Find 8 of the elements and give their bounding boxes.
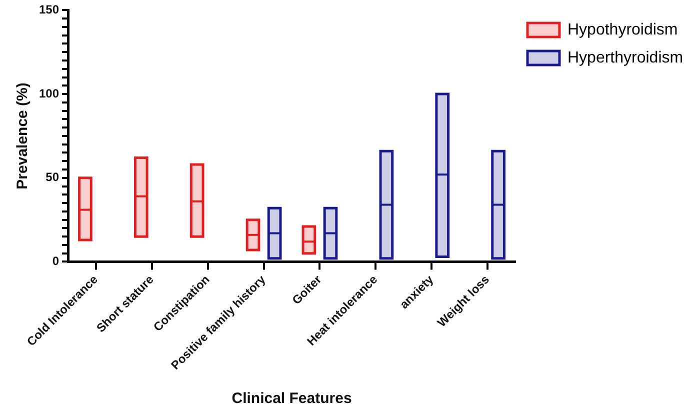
y-tick-label: 100 (38, 86, 60, 100)
y-tick-label: 0 (52, 254, 60, 268)
y-tick-label: 50 (46, 170, 60, 184)
legend-label: Hypothyroidism (568, 21, 678, 38)
x-axis-title: Clinical Features (232, 390, 352, 408)
legend-label: Hyperthyroidism (568, 49, 684, 66)
y-axis-title: Prevalence (%) (14, 82, 32, 190)
y-tick-label: 150 (38, 2, 60, 17)
